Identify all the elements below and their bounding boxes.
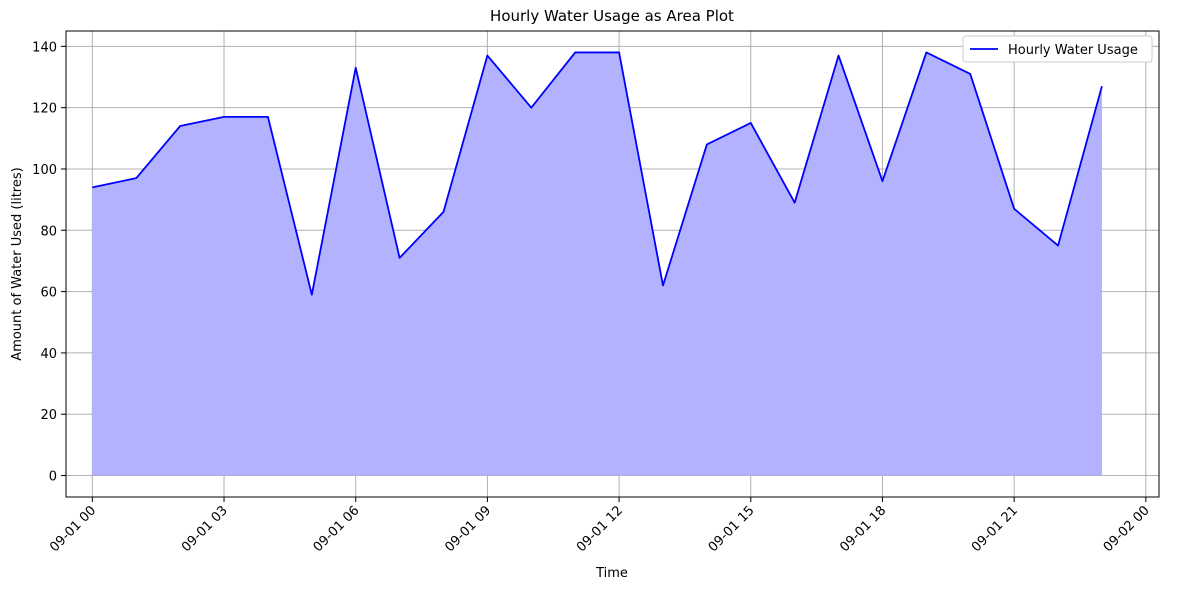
x-axis-ticks: 09-01 00 09-01 03 09-01 06 09-01 09 09-01 12… — [47, 497, 1153, 555]
x-tick-label: 09-01 21 — [969, 503, 1021, 555]
y-tick-label: 20 — [40, 408, 57, 423]
x-tick-label: 09-02 00 — [1101, 503, 1153, 555]
area-layer — [92, 52, 1102, 476]
y-tick-label: 120 — [32, 102, 57, 117]
y-tick-label: 80 — [40, 224, 57, 239]
y-tick-label: 0 — [49, 470, 57, 485]
x-axis-label: Time — [595, 566, 628, 581]
y-tick-label: 60 — [40, 286, 57, 301]
y-tick-label: 140 — [32, 40, 57, 55]
x-tick-label: 09-01 00 — [47, 503, 99, 555]
legend-box — [962, 35, 1153, 63]
legend-label: Hourly Water Usage — [1008, 43, 1138, 58]
line-layer — [92, 51, 1103, 296]
y-tick-label: 40 — [40, 347, 57, 362]
x-tick-label: 09-01 12 — [574, 503, 626, 555]
x-tick-label: 09-01 18 — [837, 503, 889, 555]
chart-title: Hourly Water Usage as Area Plot — [490, 7, 734, 25]
x-tick-label: 09-01 06 — [311, 503, 363, 555]
y-axis-ticks: 0 20 40 60 80 100 120 140 — [32, 40, 66, 485]
plot-frame — [65, 30, 1160, 498]
x-tick-label: 09-01 03 — [179, 503, 231, 555]
x-tick-label: 09-01 15 — [706, 503, 758, 555]
x-tick-label: 09-01 09 — [442, 503, 494, 555]
y-tick-label: 100 — [32, 163, 57, 178]
y-axis-label: Amount of Water Used (litres) — [10, 167, 25, 360]
series-line — [92, 51, 1103, 296]
legend: Hourly Water Usage — [962, 35, 1153, 63]
area-fill — [92, 52, 1102, 476]
